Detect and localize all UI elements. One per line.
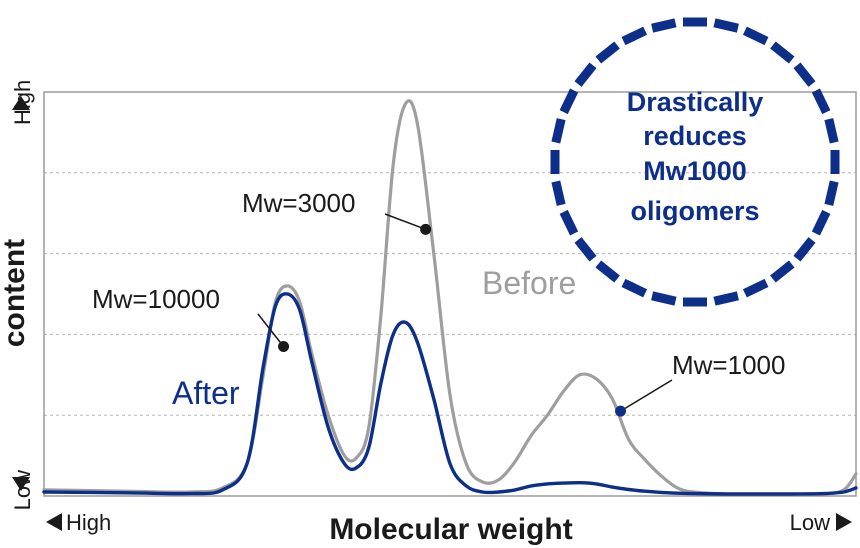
annotation-layer: Mw=3000 Mw=10000 Mw=1000 [92,188,785,417]
ring-dash [559,209,579,236]
ring-dash [811,88,831,115]
callout-line-1: Drastically [627,87,764,117]
annotation-dot-mw-10000 [278,341,290,353]
ring-dash [793,237,816,262]
ring-dash [550,150,560,174]
ring-dash [770,41,795,64]
ring-dash [595,41,620,64]
x-axis-high-label: High [66,510,111,535]
ring-dash [551,118,566,144]
ring-dash [793,62,816,87]
annotation-leader-mw-3000 [384,213,426,231]
annotation-label-mw-3000: Mw=3000 [242,188,355,218]
ring-dash [683,297,707,307]
ring-dash [621,278,648,298]
x-axis-low-label: Low [790,510,830,535]
callout-line-2: reduces [643,121,747,151]
ring-dash [683,17,707,27]
y-axis-title: content [0,239,31,347]
ring-dash [651,291,677,306]
callout-line-3: Mw1000 [643,156,747,186]
ring-dash [811,209,831,236]
ring-dash [559,88,579,115]
annotation-dot-mw-3000 [420,223,432,235]
ring-dash [742,26,769,46]
y-low-arrow-icon [12,477,30,491]
annotation-leader-mw-1000 [620,379,673,412]
annotation-leader-mw-10000 [257,313,285,347]
ring-dash [621,26,648,46]
callout-dashed-ring [550,17,840,307]
series-label-after: After [172,375,240,411]
ring-dash [830,150,840,174]
x-high-arrow-icon [46,513,62,531]
ring-dash [713,18,739,33]
ring-dash [595,260,620,283]
ring-dash [824,118,839,144]
callout-badge: Drastically reduces Mw1000 oligomers [550,17,840,307]
ring-dash [742,278,769,298]
y-axis-low-label: Low [10,470,35,510]
y-high-arrow-icon [12,96,30,110]
annotation-label-mw-10000: Mw=10000 [92,284,220,314]
series-label-before: Before [482,265,576,301]
ring-dash [651,18,677,33]
series-line-before [42,99,858,497]
annotation-dot-mw-1000 [615,405,627,417]
ring-dash [574,62,597,87]
annotation-label-mw-1000: Mw=1000 [672,350,785,380]
ring-dash [551,180,566,206]
series-layer: Before After [42,99,858,497]
ring-dash [824,180,839,206]
x-axis-title: Molecular weight [329,513,572,546]
ring-dash [713,291,739,306]
ring-dash [574,237,597,262]
plot-frame [43,91,857,497]
x-low-arrow-icon [836,513,852,531]
series-line-after [42,292,858,496]
callout-line-4: oligomers [630,196,759,226]
ring-dash [770,260,795,283]
